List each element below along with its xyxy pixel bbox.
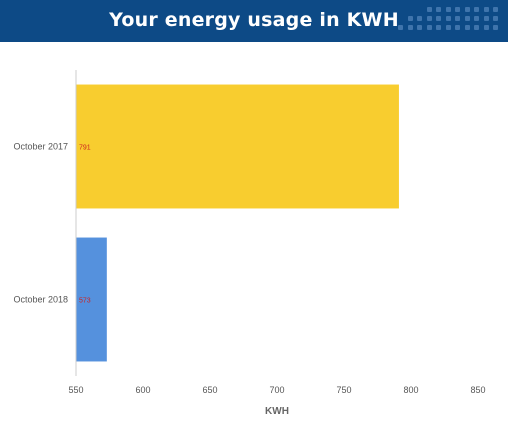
category-labels: October 2017 October 2018 xyxy=(13,142,68,305)
x-tick-label: 600 xyxy=(135,385,150,395)
x-axis-title: KWH xyxy=(265,406,289,417)
x-tick-label: 700 xyxy=(269,385,284,395)
bar xyxy=(76,85,399,209)
header-banner: Your energy usage in KWH xyxy=(0,0,508,42)
data-label: 573 xyxy=(79,298,91,305)
x-tick-label: 750 xyxy=(336,385,351,395)
x-tick-labels: 550 600 650 700 750 800 850 xyxy=(68,385,485,395)
bar-chart: October 2017 October 2018 791 573 550 600 65… xyxy=(0,42,508,426)
category-label: October 2017 xyxy=(13,142,68,152)
x-tick-label: 650 xyxy=(202,385,217,395)
x-tick-label: 800 xyxy=(403,385,418,395)
data-label: 791 xyxy=(79,145,91,152)
page-title: Your energy usage in KWH xyxy=(0,0,508,42)
x-tick-label: 850 xyxy=(470,385,485,395)
x-tick-label: 550 xyxy=(68,385,83,395)
bars-group xyxy=(76,85,399,362)
category-label: October 2018 xyxy=(13,295,68,305)
